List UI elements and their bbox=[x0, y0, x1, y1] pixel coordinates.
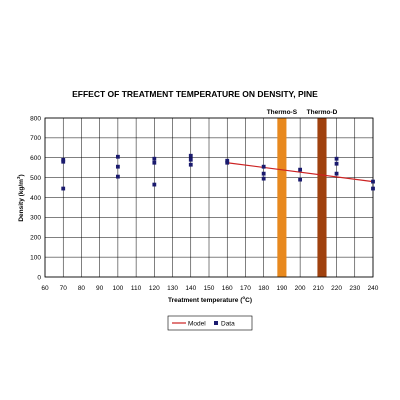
data-point-8 bbox=[152, 182, 157, 187]
data-point-6 bbox=[152, 156, 157, 161]
x-tick-label-14: 200 bbox=[295, 285, 306, 292]
legend-label-0: Model bbox=[188, 320, 206, 327]
y-tick-label-3: 300 bbox=[30, 215, 41, 222]
series-line-model bbox=[227, 162, 374, 183]
x-tick-label-13: 190 bbox=[276, 285, 287, 292]
data-point-1 bbox=[61, 159, 66, 164]
y-tick-label-1: 100 bbox=[30, 254, 41, 261]
data-point-22 bbox=[371, 179, 375, 184]
x-tick-label-17: 230 bbox=[349, 285, 360, 292]
band-label-1: Thermo-D bbox=[307, 109, 338, 116]
data-point-21 bbox=[334, 171, 339, 176]
band-0 bbox=[277, 118, 287, 277]
legend-box bbox=[167, 315, 253, 331]
data-point-12 bbox=[225, 158, 230, 163]
y-tick-label-2: 200 bbox=[30, 235, 41, 242]
x-tick-label-5: 110 bbox=[131, 285, 142, 292]
x-tick-label-1: 70 bbox=[60, 285, 68, 292]
x-tick-label-10: 160 bbox=[222, 285, 233, 292]
data-point-4 bbox=[115, 164, 120, 169]
data-point-14 bbox=[261, 164, 266, 169]
data-point-11 bbox=[188, 162, 193, 167]
x-tick-labels: 60 70 80 90 100 110 120 130 140 150 160 170 180 190 20… bbox=[41, 285, 378, 292]
y-tick-labels: 0 100 200 300 400 500 600 700 800 bbox=[30, 115, 41, 281]
data-point-20 bbox=[334, 161, 339, 166]
legend: Model Data bbox=[167, 315, 253, 331]
x-tick-label-18: 240 bbox=[368, 285, 379, 292]
data-point-23 bbox=[371, 186, 375, 191]
y-tick-label-4: 400 bbox=[30, 195, 41, 202]
plot-frame bbox=[44, 117, 374, 278]
data-point-2 bbox=[61, 186, 66, 191]
band-1 bbox=[317, 118, 327, 277]
x-tick-label-11: 170 bbox=[240, 285, 251, 292]
y-axis-label: Density (kg/m3) bbox=[16, 174, 25, 221]
data-point-7 bbox=[152, 160, 157, 165]
x-tick-label-0: 60 bbox=[41, 285, 49, 292]
y-tick-label-6: 600 bbox=[30, 155, 41, 162]
data-point-18 bbox=[298, 177, 303, 182]
legend-label-1: Data bbox=[221, 320, 235, 327]
x-tick-label-4: 100 bbox=[112, 285, 123, 292]
y-tick-label-7: 700 bbox=[30, 135, 41, 142]
x-tick-label-16: 220 bbox=[331, 285, 342, 292]
series-layer bbox=[61, 153, 375, 191]
data-point-9 bbox=[188, 153, 193, 158]
bands: Thermo-S Thermo-D bbox=[267, 109, 338, 277]
data-point-19 bbox=[334, 156, 339, 161]
data-point-17 bbox=[298, 167, 303, 172]
data-point-13 bbox=[225, 160, 230, 165]
data-point-3 bbox=[115, 154, 120, 159]
y-tick-label-8: 800 bbox=[30, 115, 41, 122]
x-tick-label-8: 140 bbox=[185, 285, 196, 292]
data-point-15 bbox=[261, 171, 266, 176]
legend-swatch-data bbox=[214, 321, 218, 325]
x-tick-label-3: 90 bbox=[96, 285, 104, 292]
x-tick-label-12: 180 bbox=[258, 285, 269, 292]
chart-title: EFFECT OF TREATMENT TEMPERATURE ON DENSI… bbox=[72, 89, 318, 99]
band-label-0: Thermo-S bbox=[267, 109, 298, 116]
data-point-5 bbox=[115, 174, 120, 179]
x-tick-label-7: 130 bbox=[167, 285, 178, 292]
x-tick-label-15: 210 bbox=[313, 285, 324, 292]
data-point-10 bbox=[188, 157, 193, 162]
x-tick-label-9: 150 bbox=[204, 285, 215, 292]
x-tick-label-2: 80 bbox=[78, 285, 86, 292]
x-tick-label-6: 120 bbox=[149, 285, 160, 292]
y-tick-label-0: 0 bbox=[37, 274, 41, 281]
y-tick-label-5: 500 bbox=[30, 175, 41, 182]
data-point-0 bbox=[61, 157, 66, 162]
data-point-16 bbox=[261, 176, 266, 181]
x-axis-label: Treatment temperature (oC) bbox=[168, 295, 252, 304]
